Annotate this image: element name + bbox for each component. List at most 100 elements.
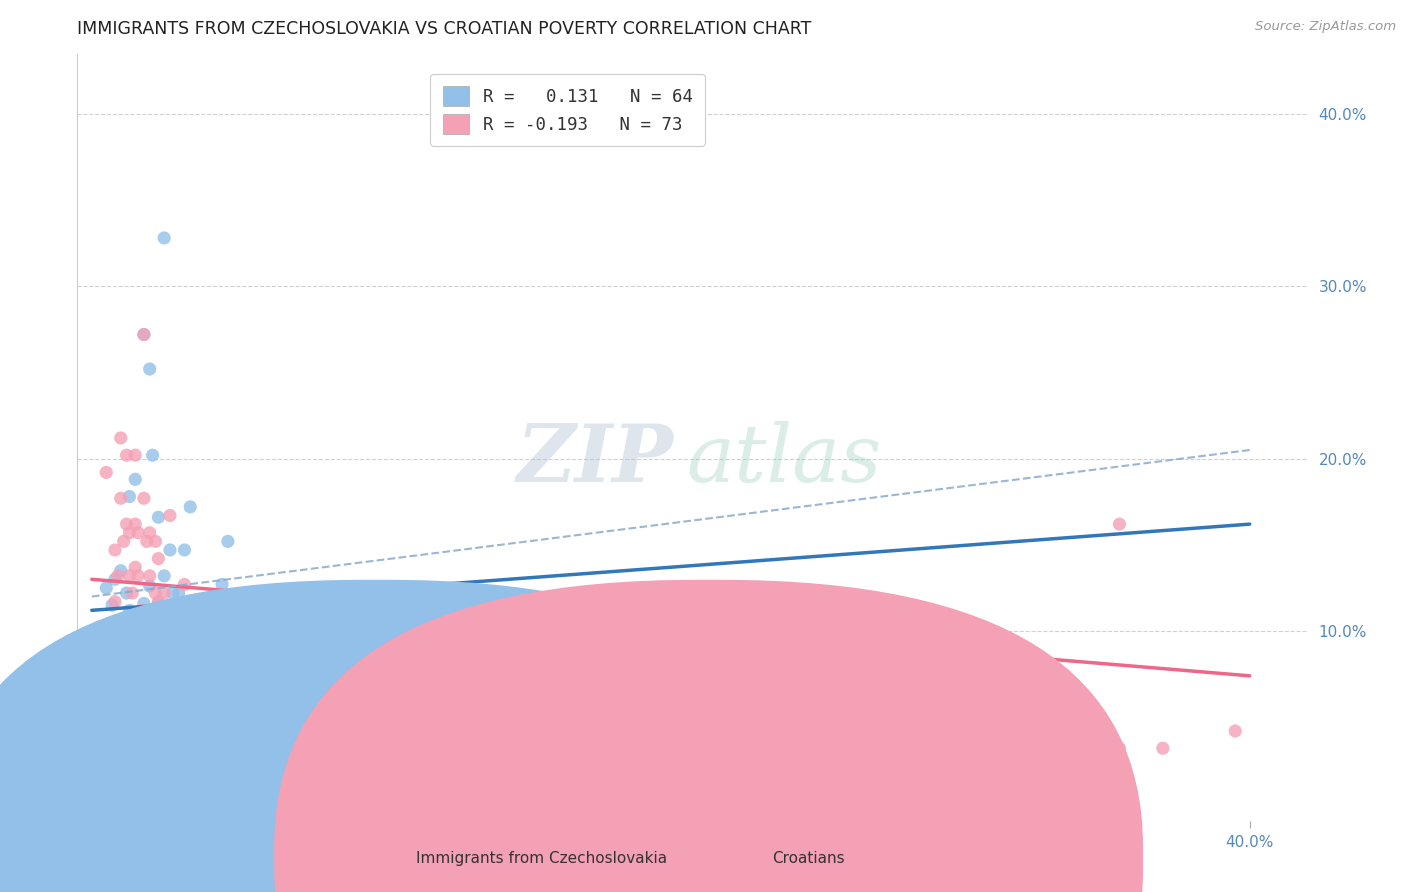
Point — [110, 655, 132, 669]
Point — [110, 615, 132, 630]
Point — [138, 569, 160, 583]
Point — [1036, 724, 1059, 739]
Point — [124, 631, 146, 645]
Point — [173, 543, 195, 558]
Point — [118, 603, 141, 617]
Point — [645, 691, 668, 706]
Point — [457, 732, 479, 747]
Point — [891, 698, 914, 713]
Point — [312, 629, 335, 643]
Text: Croatians: Croatians — [772, 851, 845, 865]
Point — [150, 629, 173, 643]
Point — [135, 657, 157, 671]
Point — [115, 586, 138, 600]
Point — [162, 586, 184, 600]
Point — [115, 517, 138, 532]
Point — [148, 596, 170, 610]
Point — [588, 603, 610, 617]
Point — [260, 657, 283, 671]
Point — [233, 648, 256, 662]
Point — [159, 508, 181, 523]
Text: atlas: atlas — [686, 421, 882, 499]
Point — [1225, 724, 1247, 739]
Text: Source: ZipAtlas.com: Source: ZipAtlas.com — [1256, 20, 1396, 33]
Point — [110, 431, 132, 445]
Point — [370, 690, 392, 704]
Point — [249, 655, 271, 669]
Point — [153, 629, 176, 643]
Point — [217, 534, 239, 549]
Point — [96, 466, 118, 480]
FancyBboxPatch shape — [274, 580, 1143, 892]
Legend: R =   0.131   N = 64, R = -0.193   N = 73: R = 0.131 N = 64, R = -0.193 N = 73 — [430, 74, 704, 146]
Point — [153, 231, 176, 245]
Point — [159, 543, 181, 558]
Point — [96, 581, 118, 595]
Point — [225, 647, 247, 661]
Point — [124, 517, 146, 532]
Point — [558, 673, 581, 688]
Point — [138, 362, 160, 376]
Point — [181, 629, 204, 643]
Point — [165, 631, 187, 645]
Point — [148, 595, 170, 609]
Point — [274, 699, 297, 714]
Point — [132, 596, 155, 610]
Point — [132, 632, 155, 647]
Point — [197, 603, 219, 617]
Point — [187, 612, 209, 626]
Point — [162, 621, 184, 635]
Point — [775, 603, 797, 617]
Point — [124, 448, 146, 462]
Point — [263, 681, 285, 695]
Point — [240, 621, 263, 635]
Point — [979, 732, 1001, 747]
Point — [162, 638, 184, 652]
Point — [217, 664, 239, 678]
Point — [129, 682, 152, 697]
Point — [167, 638, 190, 652]
Text: ZIP: ZIP — [517, 421, 673, 499]
Point — [342, 715, 364, 730]
Point — [104, 572, 127, 586]
Point — [202, 629, 225, 643]
Point — [142, 448, 165, 462]
Point — [129, 629, 152, 643]
Point — [318, 717, 340, 731]
Point — [197, 603, 219, 617]
Point — [145, 534, 167, 549]
Point — [370, 725, 392, 739]
Point — [179, 500, 201, 514]
Point — [394, 734, 416, 748]
Point — [167, 621, 190, 635]
Point — [935, 706, 957, 721]
Point — [181, 621, 204, 635]
Point — [225, 629, 247, 643]
Point — [191, 657, 214, 671]
Point — [818, 647, 841, 661]
Point — [124, 560, 146, 574]
Point — [132, 327, 155, 342]
Point — [118, 490, 141, 504]
Point — [167, 673, 190, 687]
Point — [127, 631, 149, 645]
Point — [515, 732, 537, 747]
Point — [118, 569, 141, 583]
Point — [187, 629, 209, 643]
Point — [298, 691, 321, 706]
Point — [138, 579, 160, 593]
Point — [326, 698, 349, 713]
Point — [104, 595, 127, 609]
Point — [153, 569, 176, 583]
Text: IMMIGRANTS FROM CZECHOSLOVAKIA VS CROATIAN POVERTY CORRELATION CHART: IMMIGRANTS FROM CZECHOSLOVAKIA VS CROATI… — [77, 21, 811, 38]
Point — [225, 595, 247, 609]
Point — [159, 603, 181, 617]
Point — [240, 681, 263, 695]
Point — [115, 631, 138, 645]
Point — [153, 586, 176, 600]
Point — [142, 612, 165, 626]
Point — [544, 724, 567, 739]
Point — [135, 534, 157, 549]
Point — [165, 657, 187, 671]
Point — [115, 448, 138, 462]
